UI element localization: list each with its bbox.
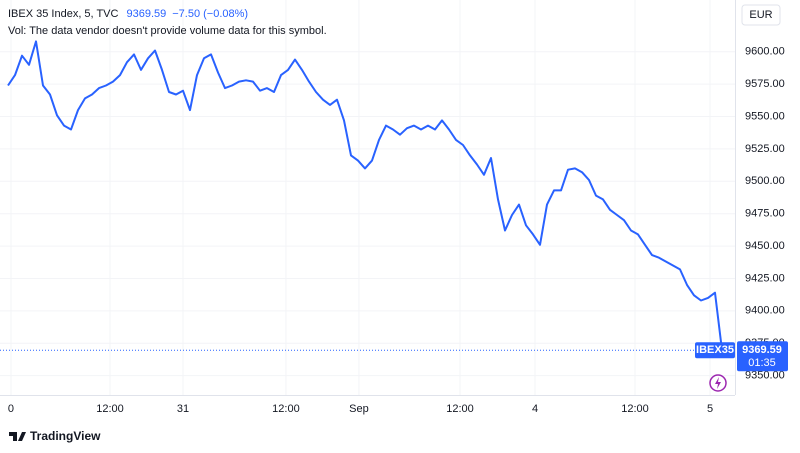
x-tick-label: Sep: [349, 403, 369, 415]
currency-box: [741, 4, 781, 26]
y-tick-label: 9475.00: [745, 208, 785, 220]
volume-note: Vol: The data vendor doesn't provide vol…: [8, 25, 327, 37]
countdown: 01:35: [748, 357, 776, 369]
header-price: 9369.59: [126, 8, 166, 20]
y-tick-label: 9550.00: [745, 110, 785, 122]
symbol-tag: [695, 342, 735, 359]
y-tick-label: 9500.00: [745, 175, 785, 187]
y-tick-label: 9575.00: [745, 78, 785, 90]
price-tag-value: 9369.59: [742, 344, 782, 356]
chart-title: IBEX 35 Index, 5, TVC 9369.59 −7.50 (−0.08…: [8, 8, 248, 20]
x-tick-label: 31: [177, 403, 189, 415]
alert-bolt: [715, 377, 721, 389]
x-tick-label: 12:00: [621, 403, 649, 415]
header-change: −7.50 (−0.08%): [172, 8, 248, 20]
y-tick-label: 9525.00: [745, 143, 785, 155]
symbol-tag-label: IBEX35: [696, 344, 734, 356]
y-tick-label: 9450.00: [745, 240, 785, 252]
price-line: [7, 40, 723, 351]
x-tick-label: 12:00: [96, 403, 124, 415]
x-tick-label: 12:00: [446, 403, 474, 415]
x-tick-label: 4: [532, 403, 538, 415]
brand-name: TradingView: [30, 429, 101, 443]
brand-logo: [9, 432, 26, 441]
symbol-title: IBEX 35 Index, 5, TVC: [8, 8, 119, 20]
y-tick-label: 9400.00: [745, 305, 785, 317]
currency-label[interactable]: EUR: [749, 9, 772, 21]
y-tick-label: 9600.00: [745, 46, 785, 58]
price-tag: [737, 341, 788, 372]
x-tick-label: 0: [8, 403, 14, 415]
x-tick-label: 5: [707, 403, 713, 415]
y-tick-label: 9425.00: [745, 272, 785, 284]
x-tick-label: 12:00: [272, 403, 300, 415]
y-tick-label: 9350.00: [745, 369, 785, 381]
